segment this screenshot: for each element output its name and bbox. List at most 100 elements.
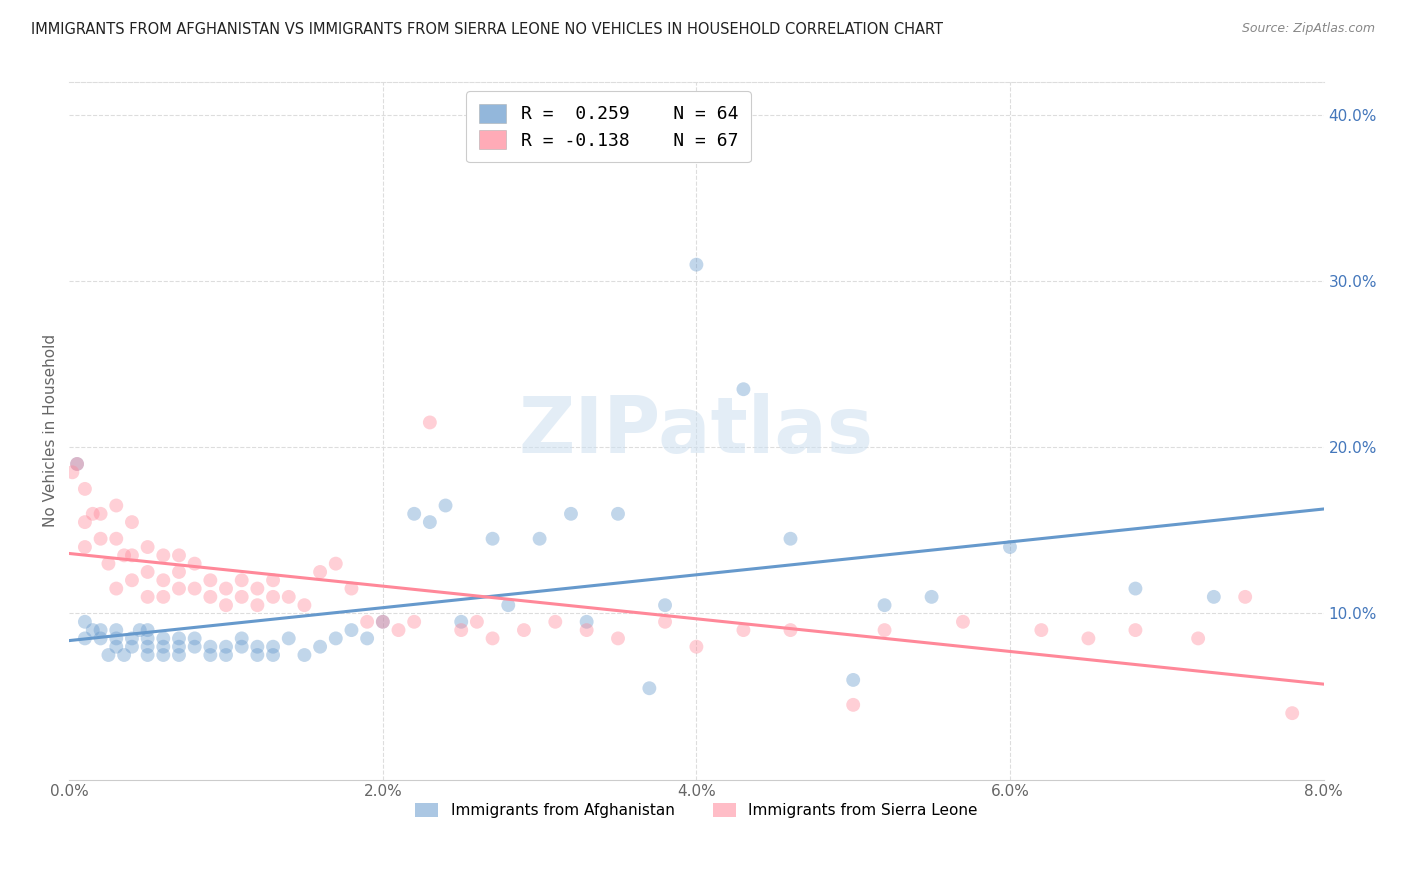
Point [136, 565, 159, 579]
Point [105, 640, 128, 654]
Point [167, 640, 190, 654]
Point [607, 632, 630, 646]
Point [294, 598, 316, 612]
Point [215, 582, 238, 596]
Point [152, 574, 174, 588]
Point [325, 557, 347, 571]
Point [231, 590, 253, 604]
Point [200, 640, 222, 654]
Point [167, 632, 190, 646]
Point [544, 615, 567, 629]
Point [513, 623, 536, 637]
Point [73, 615, 96, 629]
Point [167, 648, 190, 662]
Point [309, 565, 332, 579]
Point [246, 582, 269, 596]
Point [167, 582, 190, 596]
Point [60, 465, 83, 479]
Point [215, 640, 238, 654]
Point [136, 540, 159, 554]
Point [842, 698, 865, 712]
Point [1125, 623, 1147, 637]
Point [66, 457, 89, 471]
Point [1077, 632, 1099, 646]
Point [371, 615, 394, 629]
Point [952, 615, 974, 629]
Point [262, 574, 284, 588]
Point [167, 549, 190, 563]
Point [246, 648, 269, 662]
Point [356, 615, 378, 629]
Point [136, 632, 159, 646]
Point [105, 499, 128, 513]
Point [136, 648, 159, 662]
Point [246, 598, 269, 612]
Point [1125, 582, 1147, 596]
Point [921, 590, 943, 604]
Point [121, 574, 143, 588]
Point [112, 549, 135, 563]
Point [73, 515, 96, 529]
Point [66, 457, 89, 471]
Point [873, 598, 896, 612]
Point [779, 532, 801, 546]
Point [105, 623, 128, 637]
Point [183, 557, 205, 571]
Text: ZIPatlas: ZIPatlas [519, 392, 875, 469]
Point [167, 565, 190, 579]
Point [450, 623, 472, 637]
Point [105, 532, 128, 546]
Point [419, 416, 441, 430]
Point [733, 623, 755, 637]
Point [82, 507, 104, 521]
Point [1202, 590, 1225, 604]
Point [121, 515, 143, 529]
Point [481, 632, 503, 646]
Point [638, 681, 661, 696]
Point [152, 549, 174, 563]
Point [340, 582, 363, 596]
Point [325, 632, 347, 646]
Point [121, 640, 143, 654]
Point [97, 648, 120, 662]
Point [465, 615, 488, 629]
Point [779, 623, 801, 637]
Point [90, 632, 112, 646]
Y-axis label: No Vehicles in Household: No Vehicles in Household [44, 334, 58, 527]
Point [404, 507, 426, 521]
Point [73, 540, 96, 554]
Point [152, 648, 174, 662]
Point [1031, 623, 1053, 637]
Point [136, 640, 159, 654]
Point [654, 615, 676, 629]
Point [90, 623, 112, 637]
Point [356, 632, 378, 646]
Point [387, 623, 409, 637]
Point [183, 582, 205, 596]
Point [607, 507, 630, 521]
Point [277, 590, 299, 604]
Point [733, 382, 755, 396]
Point [340, 623, 363, 637]
Point [654, 598, 676, 612]
Point [90, 532, 112, 546]
Point [873, 623, 896, 637]
Point [231, 632, 253, 646]
Point [128, 623, 150, 637]
Point [215, 648, 238, 662]
Point [152, 590, 174, 604]
Point [90, 507, 112, 521]
Point [371, 615, 394, 629]
Point [1187, 632, 1209, 646]
Point [1234, 590, 1257, 604]
Point [136, 623, 159, 637]
Point [152, 640, 174, 654]
Point [277, 632, 299, 646]
Point [309, 640, 332, 654]
Point [105, 632, 128, 646]
Point [1281, 706, 1303, 721]
Text: Source: ZipAtlas.com: Source: ZipAtlas.com [1241, 22, 1375, 36]
Point [560, 507, 582, 521]
Point [183, 632, 205, 646]
Point [97, 557, 120, 571]
